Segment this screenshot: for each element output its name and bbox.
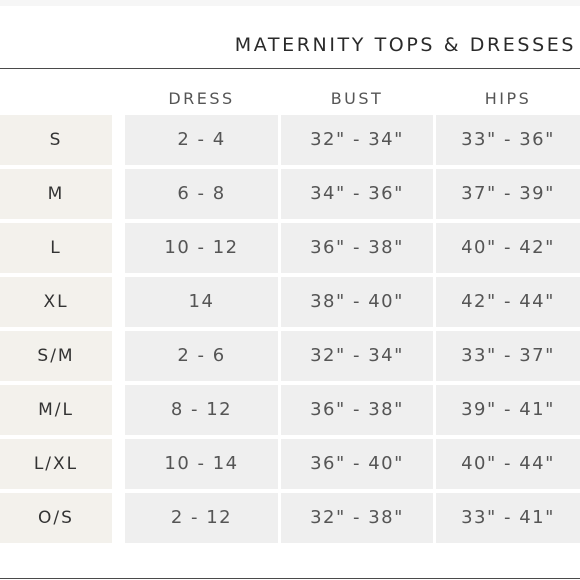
dress-cell: 8 - 12 — [125, 385, 278, 435]
hips-cell: 40" - 44" — [436, 439, 580, 489]
bust-cell: 38" - 40" — [281, 277, 433, 327]
size-cell: S/M — [0, 331, 112, 381]
bust-cell: 36" - 38" — [281, 385, 433, 435]
table-row: S/M 2 - 6 32" - 34" 33" - 37" — [0, 331, 580, 381]
bust-cell: 36" - 40" — [281, 439, 433, 489]
title-divider — [0, 68, 580, 69]
size-cell: XL — [0, 277, 112, 327]
size-cell: M — [0, 169, 112, 219]
header-bust: BUST — [330, 89, 384, 108]
size-cell: L/XL — [0, 439, 112, 489]
size-cell: O/S — [0, 493, 112, 543]
hips-cell: 39" - 41" — [436, 385, 580, 435]
dress-cell: 2 - 6 — [125, 331, 278, 381]
bust-cell: 36" - 38" — [281, 223, 433, 273]
table-row: M 6 - 8 34" - 36" 37" - 39" — [0, 169, 580, 219]
bust-cell: 32" - 38" — [281, 493, 433, 543]
dress-cell: 2 - 4 — [125, 115, 278, 165]
dress-cell: 14 — [125, 277, 278, 327]
hips-cell: 42" - 44" — [436, 277, 580, 327]
table-row: S 2 - 4 32" - 34" 33" - 36" — [0, 115, 580, 165]
chart-title: MATERNITY TOPS & DRESSES — [234, 34, 576, 56]
table-row: O/S 2 - 12 32" - 38" 33" - 41" — [0, 493, 580, 543]
header-hips: HIPS — [484, 89, 532, 108]
hips-cell: 33" - 36" — [436, 115, 580, 165]
bust-cell: 32" - 34" — [281, 331, 433, 381]
bottom-divider — [0, 578, 580, 579]
hips-cell: 40" - 42" — [436, 223, 580, 273]
dress-cell: 2 - 12 — [125, 493, 278, 543]
dress-cell: 10 - 14 — [125, 439, 278, 489]
table-row: XL 14 38" - 40" 42" - 44" — [0, 277, 580, 327]
table-row: L 10 - 12 36" - 38" 40" - 42" — [0, 223, 580, 273]
table-row: L/XL 10 - 14 36" - 40" 40" - 44" — [0, 439, 580, 489]
size-cell: L — [0, 223, 112, 273]
dress-cell: 6 - 8 — [125, 169, 278, 219]
top-strip — [0, 0, 580, 6]
bust-cell: 34" - 36" — [281, 169, 433, 219]
hips-cell: 37" - 39" — [436, 169, 580, 219]
size-cell: S — [0, 115, 112, 165]
hips-cell: 33" - 37" — [436, 331, 580, 381]
hips-cell: 33" - 41" — [436, 493, 580, 543]
header-dress: DRESS — [168, 89, 235, 108]
dress-cell: 10 - 12 — [125, 223, 278, 273]
table-row: M/L 8 - 12 36" - 38" 39" - 41" — [0, 385, 580, 435]
bust-cell: 32" - 34" — [281, 115, 433, 165]
size-cell: M/L — [0, 385, 112, 435]
